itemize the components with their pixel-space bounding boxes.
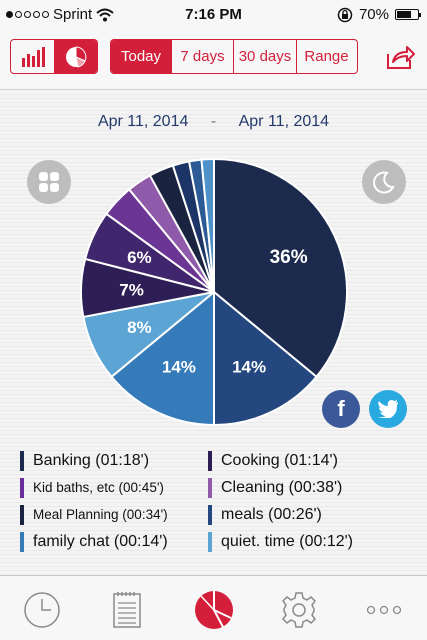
twitter-share-button[interactable] xyxy=(369,390,407,428)
legend-swatch xyxy=(208,450,212,471)
rotation-lock-icon xyxy=(337,7,353,22)
pie-data-label: 14% xyxy=(232,358,266,377)
start-date[interactable]: Apr 11, 2014 xyxy=(97,113,189,130)
notepad-icon xyxy=(113,592,141,628)
range-7-days-button[interactable]: 7 days xyxy=(171,40,233,73)
more-icon xyxy=(366,605,402,615)
pie-data-label: 6% xyxy=(127,248,152,267)
legend-label: quiet. time (00:12') xyxy=(221,532,354,550)
pie-data-label: 14% xyxy=(162,358,196,377)
legend-item[interactable]: Kid baths, etc (00:45') xyxy=(20,477,208,498)
range-30-days-button[interactable]: 30 days xyxy=(233,40,296,73)
chart-legend: Banking (01:18') Cooking (01:14') Kid bath… xyxy=(20,447,420,555)
legend-swatch xyxy=(20,504,24,525)
tab-settings[interactable] xyxy=(277,588,321,632)
legend-item[interactable]: meals (00:26') xyxy=(208,504,396,525)
status-right: 70% xyxy=(337,6,421,23)
date-separator: - xyxy=(210,113,217,130)
legend-swatch xyxy=(20,477,24,498)
date-range-selector: Today 7 days 30 days Range xyxy=(110,39,358,74)
status-left: Sprint xyxy=(6,6,114,23)
gear-icon xyxy=(282,592,316,628)
battery-percent: 70% xyxy=(358,6,389,23)
legend-row: Banking (01:18') Cooking (01:14') xyxy=(20,447,420,474)
pie-slice[interactable] xyxy=(110,289,215,427)
signal-strength-icon xyxy=(6,11,49,18)
moon-icon xyxy=(373,171,395,194)
legend-label: Cooking (01:14') xyxy=(221,451,338,469)
legend-item[interactable]: Meal Planning (00:34') xyxy=(20,504,208,525)
night-mode-button[interactable] xyxy=(362,160,406,204)
legend-swatch xyxy=(208,531,212,552)
legend-label: Meal Planning (00:34') xyxy=(33,507,168,522)
chart-content: Apr 11, 2014 - Apr 11, 2014 36% 14% 14% 8% 7… xyxy=(0,91,427,575)
facebook-icon: f xyxy=(337,396,345,421)
legend-label: meals (00:26') xyxy=(221,505,322,523)
grid-icon xyxy=(39,172,59,192)
pie-data-label: 36% xyxy=(270,247,308,268)
pie-chart-icon xyxy=(65,45,86,68)
share-icon xyxy=(387,46,415,69)
legend-item[interactable]: quiet. time (00:12') xyxy=(208,531,396,552)
tab-more[interactable] xyxy=(362,588,406,632)
battery-icon xyxy=(395,9,421,20)
pie-slice[interactable] xyxy=(213,289,318,427)
tab-reports[interactable] xyxy=(192,588,236,632)
range-today-button[interactable]: Today xyxy=(111,40,171,73)
share-button[interactable] xyxy=(385,42,415,72)
clock-icon xyxy=(24,592,60,628)
pie-chart-icon xyxy=(195,591,233,629)
legend-row: family chat (00:14') quiet. time (00:12') xyxy=(20,528,420,555)
legend-label: family chat (00:14') xyxy=(33,532,168,550)
categories-button[interactable] xyxy=(27,160,71,204)
carrier-name: Sprint xyxy=(53,6,93,23)
bar-chart-icon xyxy=(21,46,45,67)
legend-item[interactable]: family chat (00:14') xyxy=(20,531,208,552)
tab-timer[interactable] xyxy=(20,588,64,632)
end-date[interactable]: Apr 11, 2014 xyxy=(238,113,330,130)
pie-chart: 36% 14% 14% 8% 7% 6% xyxy=(80,157,348,427)
pie-data-label: 8% xyxy=(127,318,152,337)
chart-view-toggle xyxy=(10,39,98,74)
pie-slice[interactable] xyxy=(200,157,215,293)
twitter-icon xyxy=(378,400,398,418)
legend-row: Meal Planning (00:34') meals (00:26') xyxy=(20,501,420,528)
pie-data-label: 7% xyxy=(119,280,144,299)
legend-item[interactable]: Cooking (01:14') xyxy=(208,450,396,471)
legend-row: Kid baths, etc (00:45') Cleaning (00:38') xyxy=(20,474,420,501)
legend-swatch xyxy=(208,477,212,498)
tab-log[interactable] xyxy=(105,588,149,632)
bar-chart-view-button[interactable] xyxy=(11,40,54,73)
legend-label: Cleaning (00:38') xyxy=(221,478,343,496)
legend-label: Banking (01:18') xyxy=(33,451,150,469)
status-bar: Sprint 7:16 PM 70% xyxy=(0,0,427,30)
date-range-display: Apr 11, 2014 - Apr 11, 2014 xyxy=(0,113,427,131)
wifi-icon xyxy=(96,8,114,21)
clock-time: 7:16 PM xyxy=(185,6,242,23)
range-custom-button[interactable]: Range xyxy=(296,40,356,73)
toolbar: Today 7 days 30 days Range xyxy=(0,30,427,90)
pie-slice[interactable] xyxy=(213,157,348,379)
legend-label: Kid baths, etc (00:45') xyxy=(33,480,164,495)
legend-item[interactable]: Banking (01:18') xyxy=(20,450,208,471)
tab-bar xyxy=(0,575,427,640)
legend-swatch xyxy=(20,450,24,471)
legend-swatch xyxy=(208,504,212,525)
legend-swatch xyxy=(20,531,24,552)
facebook-share-button[interactable]: f xyxy=(322,390,360,428)
legend-item[interactable]: Cleaning (00:38') xyxy=(208,477,396,498)
pie-chart-view-button[interactable] xyxy=(54,40,97,73)
